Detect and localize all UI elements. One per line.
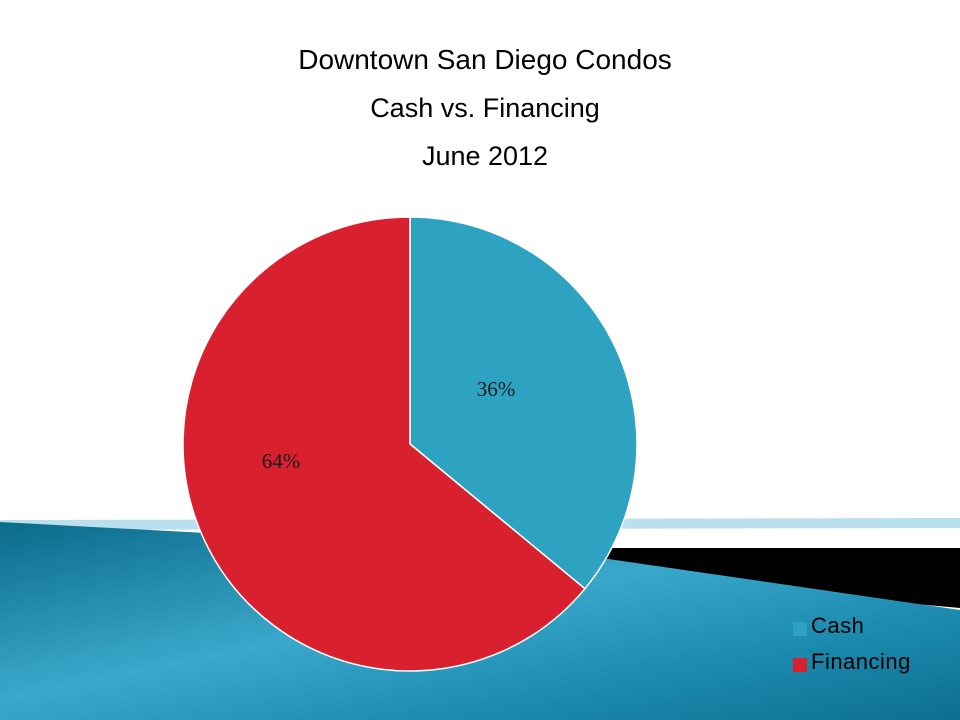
decor-band-black — [560, 548, 960, 608]
pie-slice-cash — [409, 216, 638, 590]
legend-item-financing: Financing — [793, 644, 911, 680]
pie-slice-financing — [182, 216, 586, 672]
legend-swatch-financing — [793, 658, 807, 672]
data-label-financing: 64% — [262, 449, 301, 473]
chart-title: Downtown San Diego Condos Cash vs. Finan… — [0, 36, 960, 180]
chart-legend: Cash Financing — [793, 608, 911, 680]
legend-label-financing: Financing — [811, 649, 911, 674]
legend-item-cash: Cash — [793, 608, 911, 644]
title-line-2: Cash vs. Financing — [370, 93, 600, 123]
title-line-3: June 2012 — [421, 141, 549, 171]
data-label-cash: 36% — [477, 377, 516, 401]
title-line-1: Downtown San Diego Condos — [298, 44, 672, 75]
legend-label-cash: Cash — [811, 613, 865, 638]
legend-swatch-cash — [793, 622, 807, 636]
